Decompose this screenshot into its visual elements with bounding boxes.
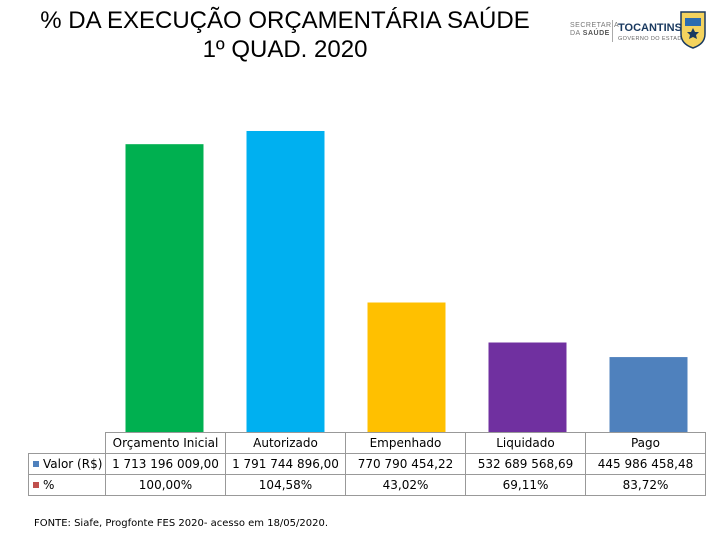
secretaria-da-text: DA bbox=[570, 30, 581, 37]
title-line-1: % DA EXECUÇÃO ORÇAMENTÁRIA SAÚDE bbox=[40, 7, 530, 34]
category-label-autorizado: Autorizado bbox=[225, 432, 346, 454]
logo-divider bbox=[612, 20, 613, 42]
title-line-2: 1º QUAD. 2020 bbox=[202, 36, 368, 63]
governo-estado-text: GOVERNO DO ESTADO bbox=[618, 36, 687, 42]
source-note: FONTE: Siafe, Progfonte FES 2020- acesso… bbox=[34, 518, 329, 529]
percent-cell-pago: 83,72% bbox=[585, 474, 706, 496]
header-logos: SECRETARIA DA SAÚDE TOCANTINS GOVERNO DO… bbox=[560, 8, 710, 52]
valor-series-name: Valor (R$) bbox=[43, 457, 103, 471]
percent-row-label: % bbox=[28, 474, 106, 496]
valor-row: Valor (R$) 1 713 196 009,00 1 791 744 89… bbox=[28, 453, 706, 475]
secretaria-text: SECRETARIA bbox=[570, 22, 620, 29]
valor-cell-autorizado: 1 791 744 896,00 bbox=[225, 453, 346, 475]
percent-series-name: % bbox=[43, 478, 55, 492]
percent-cell-empenhado: 43,02% bbox=[345, 474, 466, 496]
bar-autorizado bbox=[246, 130, 325, 432]
tocantins-wordmark: TOCANTINS bbox=[618, 22, 682, 34]
chart-title: % DA EXECUÇÃO ORÇAMENTÁRIA SAÚDE 1º QUAD… bbox=[20, 6, 550, 64]
state-seal-icon bbox=[680, 11, 706, 49]
table-corner bbox=[28, 432, 106, 454]
valor-cell-orcamento-inicial: 1 713 196 009,00 bbox=[105, 453, 226, 475]
bar-empenhado bbox=[367, 302, 446, 432]
category-label-orcamento-inicial: Orçamento Inicial bbox=[105, 432, 226, 454]
chart-data-table: Orçamento Inicial Autorizado Empenhado L… bbox=[28, 432, 706, 496]
bar-orcamento-inicial bbox=[125, 144, 204, 432]
category-label-pago: Pago bbox=[585, 432, 706, 454]
saude-text: SAÚDE bbox=[582, 30, 610, 37]
category-header-row: Orçamento Inicial Autorizado Empenhado L… bbox=[28, 432, 706, 454]
bar-chart bbox=[125, 130, 688, 432]
percent-cell-liquidado: 69,11% bbox=[465, 474, 586, 496]
percent-cell-autorizado: 104,58% bbox=[225, 474, 346, 496]
bar-pago bbox=[609, 357, 688, 432]
valor-cell-empenhado: 770 790 454,22 bbox=[345, 453, 466, 475]
percent-legend-key bbox=[33, 482, 39, 488]
valor-cell-pago: 445 986 458,48 bbox=[585, 453, 706, 475]
valor-legend-key bbox=[33, 461, 39, 467]
bar-liquidado bbox=[488, 342, 567, 432]
percent-row: % 100,00% 104,58% 43,02% 69,11% 83,72% bbox=[28, 474, 706, 496]
secretaria-saude-logo: SECRETARIA DA SAÚDE bbox=[570, 22, 619, 38]
percent-cell-orcamento-inicial: 100,00% bbox=[105, 474, 226, 496]
category-label-empenhado: Empenhado bbox=[345, 432, 466, 454]
category-label-liquidado: Liquidado bbox=[465, 432, 586, 454]
valor-cell-liquidado: 532 689 568,69 bbox=[465, 453, 586, 475]
valor-row-label: Valor (R$) bbox=[28, 453, 106, 475]
